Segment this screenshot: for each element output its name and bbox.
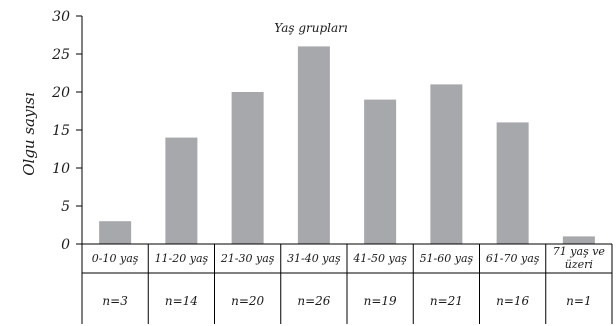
bar: [165, 137, 198, 244]
category-table: 0-10 yaş 11-20 yaş 21-30 yaş 31-40 yaş 41-50…: [81, 243, 613, 324]
sample-size-label: n=21: [430, 294, 463, 308]
y-tick-label: 25: [51, 47, 70, 63]
bars: [99, 46, 595, 245]
y-axis-title: Olgu sayısı: [20, 92, 38, 176]
x-category-label: 51-60 yaş: [420, 252, 474, 265]
bar: [430, 84, 463, 245]
x-category-label: 11-20 yaş: [155, 252, 209, 265]
sample-size-label: n=3: [102, 294, 128, 308]
sample-size-label: n=19: [364, 294, 397, 308]
y-tick-label: 5: [61, 199, 70, 215]
sample-size-label: n=16: [496, 294, 529, 308]
sample-size-label: n=14: [165, 294, 198, 308]
sample-size-label: n=1: [566, 294, 591, 308]
bar: [364, 99, 397, 244]
y-axis: 0 5 10 15 20 25 30: [51, 9, 83, 253]
chart-title: Yaş grupları: [274, 21, 348, 35]
x-category-label: 61-70 yaş: [486, 252, 540, 265]
x-category-label: üzeri: [565, 258, 593, 271]
x-category-label: 41-50 yaş: [352, 252, 407, 265]
bar: [562, 236, 595, 244]
x-category-label: 31-40 yaş: [287, 252, 341, 265]
y-tick-label: 20: [51, 85, 70, 101]
sample-size-label: n=26: [297, 294, 330, 308]
bar: [297, 46, 330, 245]
x-category-label: 71 yaş ve: [553, 245, 606, 258]
x-category-label: 21-30 yaş: [220, 252, 275, 265]
bar: [231, 92, 264, 244]
bar: [496, 122, 529, 244]
y-tick-label: 10: [52, 161, 70, 177]
sample-size-label: n=20: [231, 294, 264, 308]
y-tick-label: 15: [52, 123, 70, 139]
bar: [99, 221, 132, 244]
x-category-label: 0-10 yaş: [92, 252, 139, 265]
y-tick-label: 0: [61, 237, 70, 253]
y-tick-label: 30: [52, 9, 70, 25]
